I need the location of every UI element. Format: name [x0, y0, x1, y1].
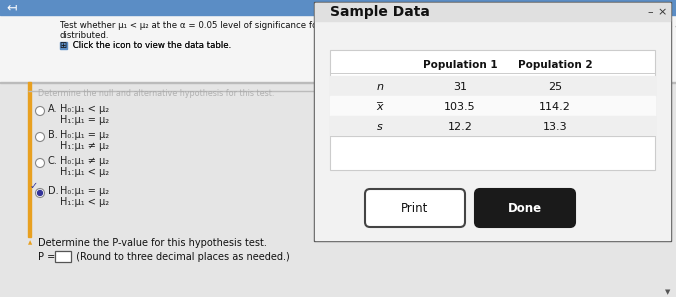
Bar — [315, 3, 670, 240]
Text: H₀:μ₁ < μ₂: H₀:μ₁ < μ₂ — [60, 104, 109, 114]
Text: 103.5: 103.5 — [444, 102, 476, 112]
Text: H₁:μ₁ ≠ μ₂: H₁:μ₁ ≠ μ₂ — [60, 141, 109, 151]
Text: ↤: ↤ — [6, 1, 16, 15]
Bar — [0, 15, 676, 82]
Text: x̅: x̅ — [377, 102, 383, 112]
FancyBboxPatch shape — [475, 189, 575, 227]
Text: 114.2: 114.2 — [539, 102, 571, 112]
Text: C.: C. — [48, 156, 57, 166]
Text: Done: Done — [508, 201, 542, 214]
Text: 13.3: 13.3 — [543, 122, 567, 132]
Circle shape — [37, 190, 43, 195]
Text: Sample Data: Sample Data — [330, 5, 430, 19]
Circle shape — [36, 132, 45, 141]
Circle shape — [36, 159, 45, 168]
Text: (Round to three decimal places as needed.): (Round to three decimal places as needed… — [73, 252, 290, 262]
Bar — [330, 50, 655, 170]
Text: 25: 25 — [548, 82, 562, 92]
Bar — [314, 2, 671, 241]
Text: Test whether μ₁ < μ₂ at the α = 0.05 level of significance for the sample data s: Test whether μ₁ < μ₂ at the α = 0.05 lev… — [60, 20, 676, 29]
Text: D.: D. — [48, 186, 59, 196]
Bar — [0, 83, 676, 297]
Text: H₀:μ₁ = μ₂: H₀:μ₁ = μ₂ — [60, 130, 109, 140]
Text: s: s — [377, 122, 383, 132]
Text: ×: × — [657, 7, 667, 17]
Text: ⊞  Click the icon to view the data table.: ⊞ Click the icon to view the data table. — [60, 40, 231, 50]
Circle shape — [36, 189, 45, 198]
Bar — [330, 116, 655, 136]
Text: 31: 31 — [453, 82, 467, 92]
Text: Determine the null and alternative hypothesis for this test.: Determine the null and alternative hypot… — [38, 89, 274, 98]
Text: distributed.: distributed. — [60, 31, 110, 40]
Text: H₀:μ₁ = μ₂: H₀:μ₁ = μ₂ — [60, 186, 109, 196]
Text: Print: Print — [402, 201, 429, 214]
Bar — [330, 76, 655, 96]
Bar — [60, 42, 67, 49]
Bar — [28, 82, 31, 237]
Text: Population 1: Population 1 — [422, 60, 498, 70]
Text: P =: P = — [38, 252, 55, 262]
Text: –: – — [647, 7, 653, 17]
Text: H₁:μ₁ < μ₂: H₁:μ₁ < μ₂ — [60, 167, 109, 177]
Bar — [55, 251, 71, 262]
Bar — [0, 82, 676, 83]
Circle shape — [36, 107, 45, 116]
Bar — [315, 3, 670, 21]
Text: 12.2: 12.2 — [448, 122, 473, 132]
Text: ▲: ▲ — [28, 240, 32, 245]
Bar — [0, 0, 676, 15]
FancyBboxPatch shape — [365, 189, 465, 227]
Text: H₁:μ₁ < μ₂: H₁:μ₁ < μ₂ — [60, 197, 109, 207]
Text: A.: A. — [48, 104, 57, 114]
Text: Population 2: Population 2 — [518, 60, 592, 70]
Text: H₀:μ₁ ≠ μ₂: H₀:μ₁ ≠ μ₂ — [60, 156, 109, 166]
Bar — [330, 96, 655, 116]
Text: ✓: ✓ — [30, 181, 38, 191]
Text: ▼: ▼ — [665, 289, 670, 295]
Text: ⊞  Click the icon to view the data table.: ⊞ Click the icon to view the data table. — [60, 40, 231, 50]
Text: H₁:μ₁ = μ₂: H₁:μ₁ = μ₂ — [60, 115, 109, 125]
Text: B.: B. — [48, 130, 57, 140]
Text: Determine the P-value for this hypothesis test.: Determine the P-value for this hypothesi… — [38, 238, 267, 248]
Text: n: n — [377, 82, 383, 92]
